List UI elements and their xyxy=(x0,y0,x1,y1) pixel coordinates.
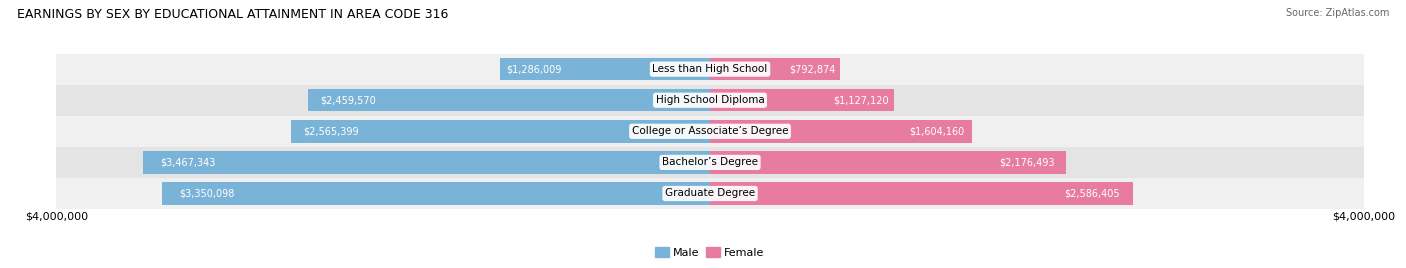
Text: $1,286,009: $1,286,009 xyxy=(506,64,561,74)
Text: Less than High School: Less than High School xyxy=(652,64,768,74)
Text: EARNINGS BY SEX BY EDUCATIONAL ATTAINMENT IN AREA CODE 316: EARNINGS BY SEX BY EDUCATIONAL ATTAINMEN… xyxy=(17,8,449,21)
Text: Graduate Degree: Graduate Degree xyxy=(665,188,755,199)
Text: College or Associate’s Degree: College or Associate’s Degree xyxy=(631,126,789,136)
Text: $2,565,399: $2,565,399 xyxy=(304,126,359,136)
Text: $1,127,120: $1,127,120 xyxy=(834,95,889,105)
Text: $3,467,343: $3,467,343 xyxy=(160,157,215,168)
Text: $792,874: $792,874 xyxy=(789,64,835,74)
Text: $2,176,493: $2,176,493 xyxy=(1000,157,1054,168)
Bar xyxy=(56,178,1364,209)
Bar xyxy=(710,58,839,80)
Text: $1,604,160: $1,604,160 xyxy=(910,126,965,136)
Bar xyxy=(501,58,710,80)
Legend: Male, Female: Male, Female xyxy=(651,243,769,263)
Bar xyxy=(56,85,1364,116)
Bar xyxy=(56,147,1364,178)
Bar xyxy=(56,116,1364,147)
Bar xyxy=(291,120,710,143)
Text: High School Diploma: High School Diploma xyxy=(655,95,765,105)
Bar xyxy=(710,89,894,111)
Text: $2,586,405: $2,586,405 xyxy=(1064,188,1121,199)
Bar xyxy=(163,182,710,205)
Bar xyxy=(143,151,710,174)
Text: Source: ZipAtlas.com: Source: ZipAtlas.com xyxy=(1285,8,1389,18)
Text: $2,459,570: $2,459,570 xyxy=(321,95,375,105)
Text: Bachelor’s Degree: Bachelor’s Degree xyxy=(662,157,758,168)
Bar xyxy=(56,54,1364,85)
Bar xyxy=(308,89,710,111)
Bar xyxy=(710,182,1133,205)
Bar xyxy=(710,120,972,143)
Text: $3,350,098: $3,350,098 xyxy=(179,188,235,199)
Bar xyxy=(710,151,1066,174)
